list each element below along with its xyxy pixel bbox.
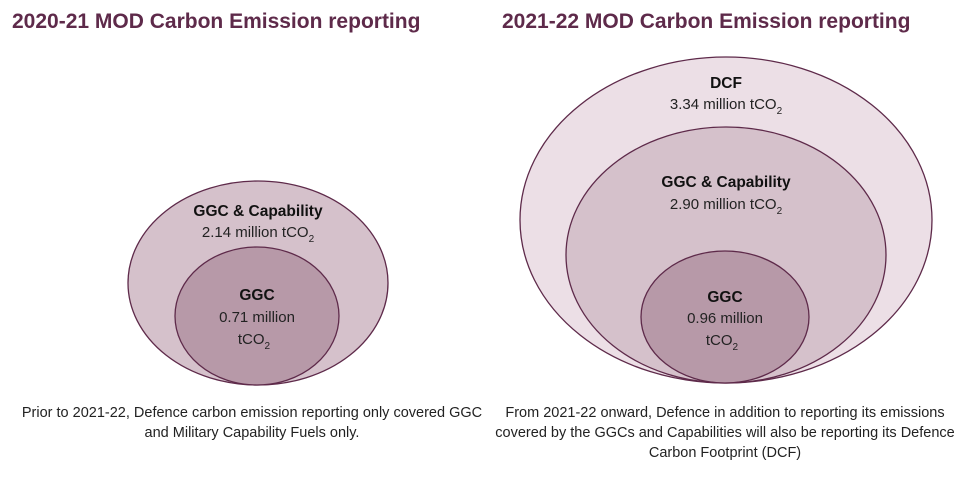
left-caption: Prior to 2021-22, Defence carbon emissio…: [21, 405, 483, 441]
right-ggc-ellipse: [640, 250, 810, 384]
right-dcf-value: 3.34 million tCO2: [670, 96, 783, 117]
left-ggc-ellipse: [174, 246, 340, 386]
left-panel-title: 2020-21 MOD Carbon Emission reporting: [12, 10, 421, 33]
right-ggc-value-line1: 0.96 million: [687, 310, 763, 327]
right-venn: DCF 3.34 million tCO2 GGC & Capability 2…: [519, 56, 933, 384]
left-capability-value: 2.14 million tCO2: [202, 224, 315, 245]
left-venn: GGC & Capability 2.14 million tCO2 GGC 0…: [127, 180, 389, 386]
left-ggc-name: GGC: [239, 287, 274, 304]
right-caption: From 2021-22 onward, Defence in addition…: [495, 405, 955, 461]
right-dcf-name: DCF: [710, 75, 742, 92]
left-capability-name: GGC & Capability: [193, 203, 323, 220]
left-ggc-value-line1: 0.71 million: [219, 309, 295, 326]
right-capability-value: 2.90 million tCO2: [670, 196, 783, 217]
right-ggc-name: GGC: [707, 289, 742, 306]
right-capability-name: GGC & Capability: [661, 174, 791, 191]
right-panel-title: 2021-22 MOD Carbon Emission reporting: [502, 10, 911, 33]
right-ggc-value-line2: tCO2: [706, 332, 739, 353]
left-ggc-value-line2: tCO2: [238, 331, 271, 352]
